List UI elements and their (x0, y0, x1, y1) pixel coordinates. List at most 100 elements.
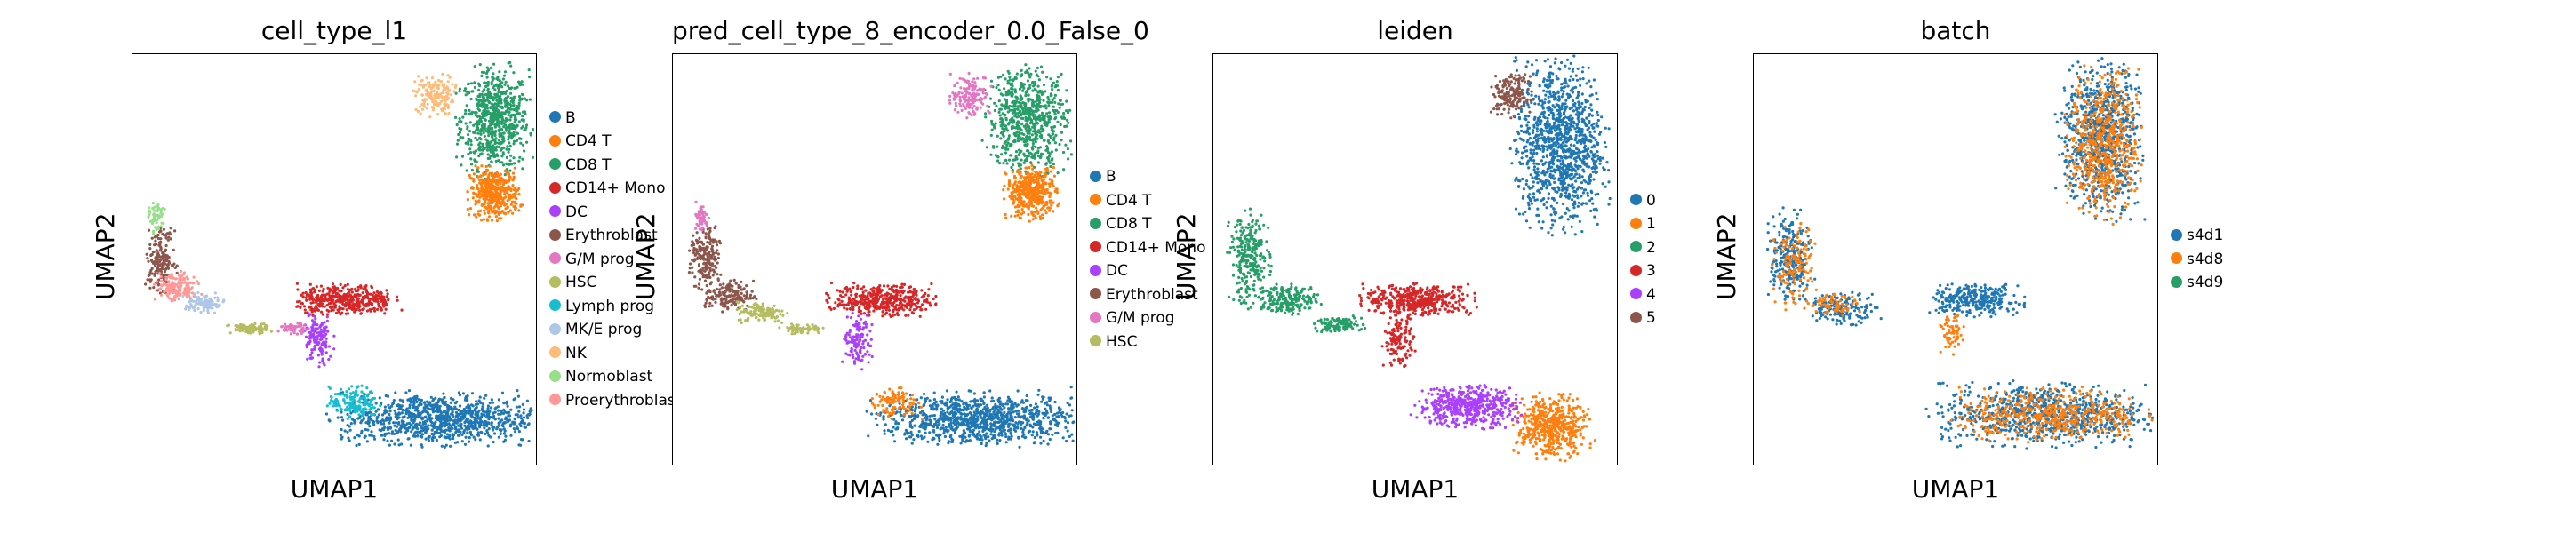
data-point (512, 131, 516, 134)
data-point (1044, 182, 1048, 186)
legend-marker (549, 205, 561, 218)
data-point (370, 430, 373, 434)
data-point (1028, 166, 1031, 170)
data-point (404, 426, 407, 430)
data-point (480, 219, 484, 222)
data-point (465, 90, 468, 93)
data-point (327, 302, 331, 306)
data-point (449, 405, 452, 409)
data-point (478, 95, 482, 99)
data-point (506, 404, 509, 408)
data-point (412, 425, 416, 428)
data-point (280, 324, 284, 329)
data-point (1025, 122, 1028, 125)
data-point (1056, 76, 1060, 79)
data-point (500, 210, 504, 213)
data-point (983, 76, 987, 80)
data-point (429, 90, 434, 93)
data-point (506, 199, 509, 203)
data-point (364, 434, 367, 438)
data-point (1053, 112, 1057, 115)
data-point (1069, 139, 1073, 143)
data-point (1054, 133, 1058, 137)
data-point (503, 192, 507, 195)
data-point (208, 302, 212, 306)
data-point (407, 413, 411, 417)
data-point (473, 422, 476, 426)
data-point (192, 275, 196, 279)
data-point (464, 419, 468, 423)
data-point (184, 307, 188, 311)
data-point (344, 408, 348, 411)
data-point (470, 186, 474, 189)
data-point (516, 131, 520, 135)
data-point (339, 294, 342, 298)
data-point (314, 322, 317, 327)
data-point (160, 280, 164, 283)
data-point (494, 159, 498, 163)
data-point (987, 109, 990, 113)
data-point (508, 147, 511, 151)
data-point (393, 424, 396, 427)
data-point (1018, 172, 1021, 176)
data-point (326, 292, 331, 296)
data-point (1034, 216, 1037, 219)
data-point (1033, 211, 1036, 214)
data-point (486, 407, 490, 410)
data-point (514, 413, 517, 417)
data-point (436, 414, 440, 418)
data-point (466, 140, 470, 144)
data-point (1001, 93, 1004, 97)
data-point (300, 331, 303, 335)
data-point (1031, 105, 1035, 108)
data-point (405, 429, 409, 433)
data-point (426, 102, 429, 106)
data-point (508, 163, 511, 166)
data-point (1050, 203, 1053, 207)
data-point (159, 237, 163, 241)
data-point (451, 410, 454, 414)
data-point (317, 365, 321, 369)
data-point (477, 200, 481, 203)
data-point (183, 289, 187, 292)
data-point (480, 164, 484, 168)
data-point (997, 110, 1001, 114)
data-point (509, 163, 514, 166)
data-point (206, 306, 210, 309)
data-point (996, 84, 1000, 87)
data-point (410, 430, 413, 434)
data-point (204, 302, 207, 306)
data-point (519, 443, 523, 447)
data-point (1020, 183, 1023, 187)
data-point (388, 421, 391, 425)
data-point (1015, 131, 1019, 134)
data-point (397, 408, 401, 411)
data-point (473, 81, 476, 84)
data-point (383, 312, 387, 315)
data-point (213, 296, 217, 299)
data-point (424, 437, 428, 441)
data-point (452, 408, 456, 411)
data-point (973, 81, 977, 84)
data-point (523, 426, 526, 429)
data-point (444, 400, 447, 403)
data-point (975, 106, 979, 109)
data-point (332, 302, 336, 306)
data-point (173, 290, 177, 293)
data-point (436, 410, 440, 414)
data-point (978, 87, 981, 91)
data-point (1006, 141, 1010, 145)
data-point (1030, 153, 1034, 156)
data-point (332, 285, 335, 289)
data-point (1022, 176, 1026, 179)
data-point (489, 116, 492, 120)
data-point (512, 156, 516, 160)
data-point (967, 106, 972, 109)
data-point (484, 432, 487, 435)
data-point (416, 410, 420, 413)
data-point (507, 187, 511, 191)
data-point (993, 108, 996, 113)
data-point (448, 89, 452, 92)
data-point (482, 203, 485, 207)
data-point (496, 182, 500, 187)
